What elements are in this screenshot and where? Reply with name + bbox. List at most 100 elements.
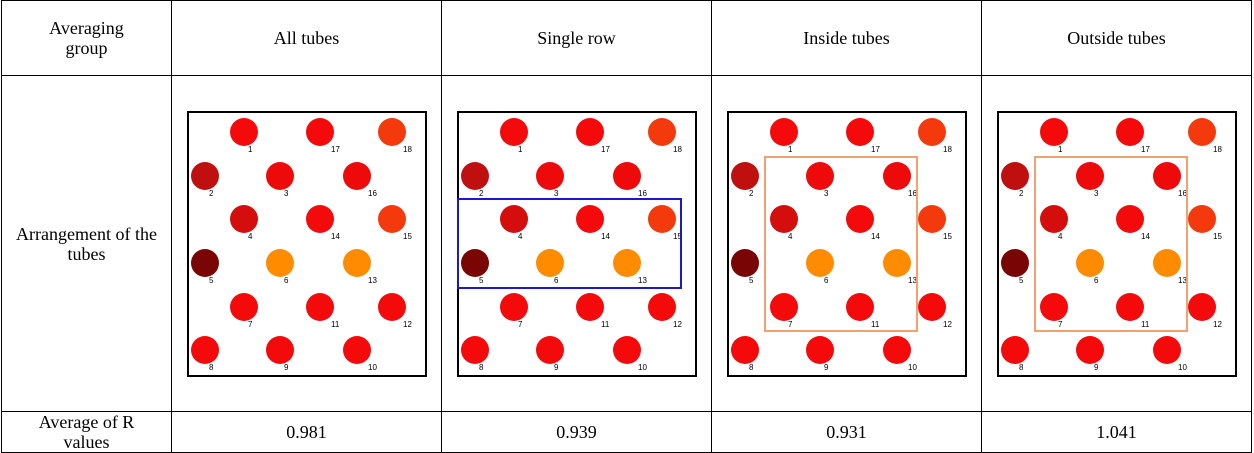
- tube-7: [1039, 292, 1068, 321]
- tube-label-11: 11: [871, 320, 880, 329]
- tube-4: [769, 204, 798, 233]
- tube-12: [377, 292, 406, 321]
- tube-label-10: 10: [908, 363, 917, 372]
- tube-2: [1000, 161, 1029, 190]
- tube-17: [1115, 117, 1144, 146]
- tube-label-5: 5: [479, 276, 484, 285]
- tube-2: [730, 161, 759, 190]
- tube-label-9: 9: [1094, 363, 1099, 372]
- tube-9: [805, 335, 834, 364]
- diagram-cell-inside-tubes: 1 17 18 2 3 16 4 14 15 5 6 13 7 11 12 8 9 10: [711, 75, 982, 412]
- tube-18: [647, 117, 676, 146]
- tube-7: [499, 292, 528, 321]
- diagram-border: [456, 110, 697, 377]
- tube-3: [535, 161, 564, 190]
- tube-11: [575, 292, 604, 321]
- tube-9: [1075, 335, 1104, 364]
- tube-diagram-outside: 1 17 18 2 3 16 4 14 15 5 6 13 7 11 12 8 9 10: [996, 110, 1237, 377]
- tube-1: [769, 117, 798, 146]
- tube-label-5: 5: [209, 276, 214, 285]
- averaging-group-label: Averaging group: [1, 0, 172, 76]
- tube-label-12: 12: [673, 320, 682, 329]
- average-label: Average of R values: [1, 411, 172, 453]
- tube-10: [882, 335, 911, 364]
- tube-label-15: 15: [673, 232, 682, 241]
- tube-label-4: 4: [788, 232, 793, 241]
- tube-label-17: 17: [601, 145, 610, 154]
- tube-5: [460, 248, 489, 277]
- tube-6: [1075, 248, 1104, 277]
- tube-10: [1152, 335, 1181, 364]
- tube-label-17: 17: [1141, 145, 1150, 154]
- tube-label-10: 10: [638, 363, 647, 372]
- tube-label-15: 15: [403, 232, 412, 241]
- tube-label-14: 14: [601, 232, 610, 241]
- tube-label-13: 13: [368, 276, 377, 285]
- tube-label-7: 7: [248, 320, 253, 329]
- tube-5: [190, 248, 219, 277]
- tube-label-7: 7: [518, 320, 523, 329]
- tube-label-18: 18: [403, 145, 412, 154]
- tube-18: [917, 117, 946, 146]
- tube-13: [612, 248, 641, 277]
- tube-label-8: 8: [479, 363, 484, 372]
- tube-label-18: 18: [943, 145, 952, 154]
- tube-label-17: 17: [871, 145, 880, 154]
- tube-label-9: 9: [284, 363, 289, 372]
- tube-15: [377, 204, 406, 233]
- tube-label-9: 9: [824, 363, 829, 372]
- tube-3: [805, 161, 834, 190]
- tube-12: [647, 292, 676, 321]
- tube-6: [535, 248, 564, 277]
- tube-18: [1187, 117, 1216, 146]
- inside-region-highlight: [763, 155, 918, 332]
- tube-label-12: 12: [943, 320, 952, 329]
- tube-label-5: 5: [749, 276, 754, 285]
- tube-1: [1039, 117, 1068, 146]
- tube-16: [882, 161, 911, 190]
- tube-15: [647, 204, 676, 233]
- tube-label-1: 1: [1058, 145, 1063, 154]
- diagram-cell-outside-tubes: 1 17 18 2 3 16 4 14 15 5 6 13 7 11 12 8 9 10: [981, 75, 1252, 412]
- tube-label-16: 16: [638, 189, 647, 198]
- tube-7: [769, 292, 798, 321]
- tube-4: [499, 204, 528, 233]
- tube-diagram-single-row: 1 17 18 2 3 16 4 14 15 5 6 13 7 11 12 8 9 10: [456, 110, 697, 377]
- tube-6: [265, 248, 294, 277]
- tube-label-18: 18: [673, 145, 682, 154]
- tube-label-1: 1: [788, 145, 793, 154]
- arrangement-row: Arrangement of the tubes 1 17 18 2 3 16 4 14 15 5…: [1, 75, 1252, 412]
- tube-3: [265, 161, 294, 190]
- average-value-outside-tubes: 1.041: [981, 411, 1252, 453]
- tube-1: [229, 117, 258, 146]
- tube-7: [229, 292, 258, 321]
- tube-8: [460, 335, 489, 364]
- tube-label-11: 11: [1141, 320, 1150, 329]
- tube-14: [305, 204, 334, 233]
- tube-6: [805, 248, 834, 277]
- tube-label-16: 16: [368, 189, 377, 198]
- tube-11: [1115, 292, 1144, 321]
- tube-12: [917, 292, 946, 321]
- diagram-cell-single-row: 1 17 18 2 3 16 4 14 15 5 6 13 7 11 12 8 9 10: [441, 75, 712, 412]
- tube-diagram-inside: 1 17 18 2 3 16 4 14 15 5 6 13 7 11 12 8 9 10: [726, 110, 967, 377]
- tube-10: [342, 335, 371, 364]
- tube-11: [845, 292, 874, 321]
- tube-2: [460, 161, 489, 190]
- tube-label-8: 8: [209, 363, 214, 372]
- tube-label-12: 12: [1213, 320, 1222, 329]
- tube-12: [1187, 292, 1216, 321]
- tube-label-4: 4: [1058, 232, 1063, 241]
- tube-label-2: 2: [479, 189, 484, 198]
- tube-16: [342, 161, 371, 190]
- tube-label-8: 8: [1019, 363, 1024, 372]
- tube-5: [1000, 248, 1029, 277]
- tube-label-10: 10: [368, 363, 377, 372]
- tube-17: [575, 117, 604, 146]
- tube-2: [190, 161, 219, 190]
- tube-label-6: 6: [824, 276, 829, 285]
- tube-1: [499, 117, 528, 146]
- tube-label-13: 13: [1178, 276, 1187, 285]
- tube-8: [730, 335, 759, 364]
